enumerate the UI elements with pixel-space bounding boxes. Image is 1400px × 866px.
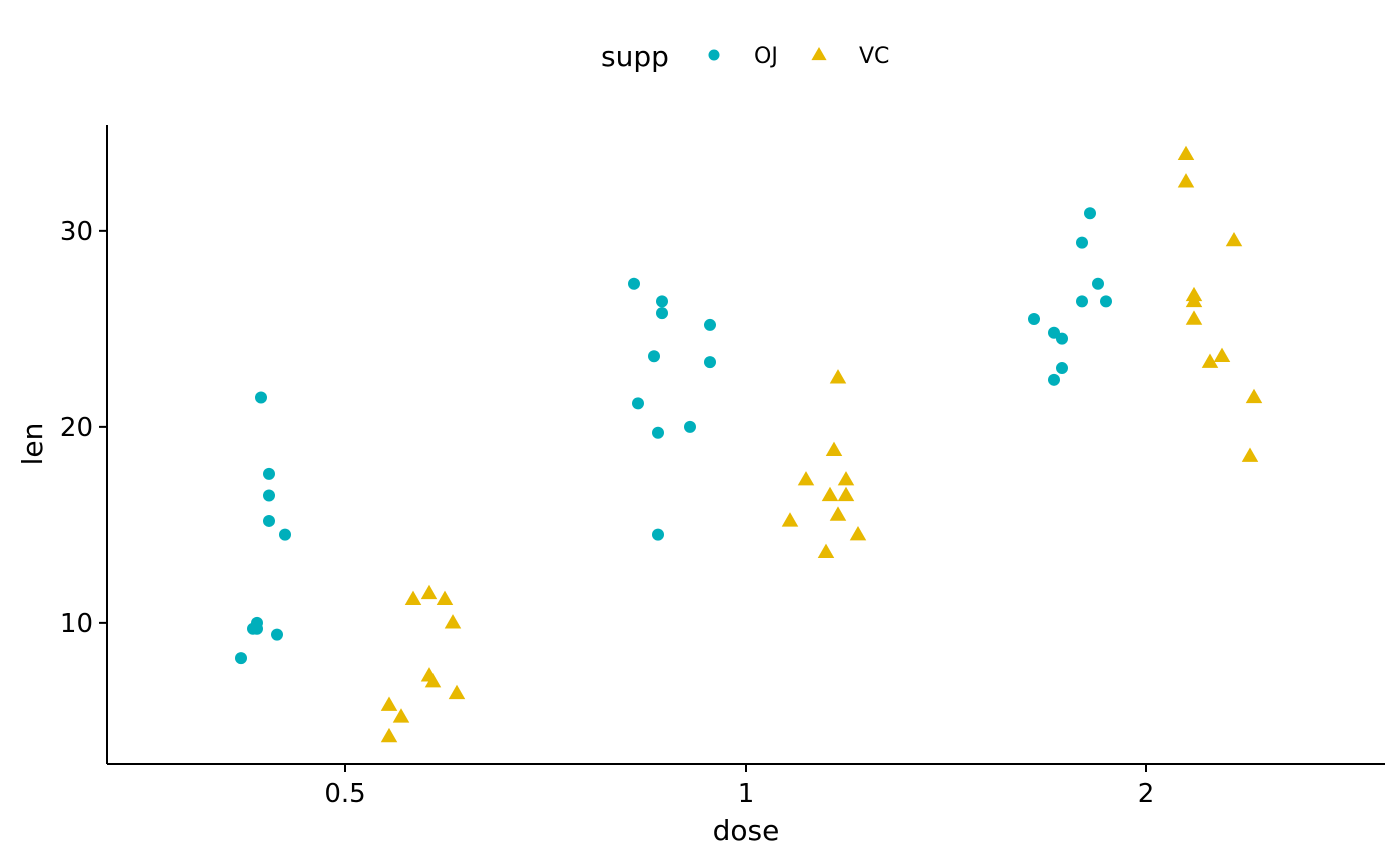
y-tick-label: 30 <box>60 217 93 247</box>
point-oj <box>628 277 640 290</box>
point-vc <box>1185 286 1203 302</box>
legend-key-vc <box>811 47 827 61</box>
x-tick-label: 1 <box>738 779 755 809</box>
data-points <box>235 145 1263 743</box>
point-oj <box>235 652 247 665</box>
point-vc <box>392 708 410 723</box>
point-vc <box>1213 347 1231 362</box>
point-oj <box>1084 207 1096 220</box>
point-vc <box>829 506 847 521</box>
point-oj <box>251 616 263 629</box>
point-vc <box>781 512 799 527</box>
point-vc <box>1225 231 1243 247</box>
point-vc <box>420 584 438 600</box>
point-vc <box>1185 310 1203 325</box>
point-oj <box>279 528 291 541</box>
point-vc <box>444 614 462 629</box>
point-vc <box>1201 353 1219 368</box>
y-ticks: 10 20 30 <box>60 217 107 639</box>
point-oj <box>652 426 664 439</box>
point-vc <box>821 486 839 502</box>
point-vc <box>817 543 835 558</box>
x-axis: 0.5 1 2 dose <box>107 763 1385 847</box>
point-oj <box>1076 236 1088 249</box>
point-vc <box>837 486 855 502</box>
point-vc <box>1241 447 1259 462</box>
point-oj <box>1092 277 1104 290</box>
legend-items: OJ VC <box>708 44 889 69</box>
y-tick-label: 20 <box>60 413 93 443</box>
point-oj <box>263 489 275 502</box>
point-oj <box>255 391 267 404</box>
point-oj <box>684 420 696 433</box>
point-vc <box>1177 173 1195 188</box>
point-oj <box>656 295 668 308</box>
legend-title: supp <box>601 40 669 73</box>
point-vc <box>436 590 454 606</box>
y-axis-title: len <box>16 423 49 466</box>
point-vc <box>380 696 398 711</box>
x-tick-label: 2 <box>1138 779 1155 809</box>
point-oj <box>1100 295 1112 308</box>
point-oj <box>704 356 716 369</box>
legend-label-vc: VC <box>859 44 889 69</box>
x-tick-label: 0.5 <box>324 779 365 809</box>
point-vc <box>797 471 815 486</box>
point-oj <box>1056 332 1068 345</box>
point-oj <box>1076 295 1088 308</box>
legend-label-oj: OJ <box>754 44 778 69</box>
legend: supp OJ VC <box>601 40 889 73</box>
point-oj <box>271 628 283 641</box>
point-oj <box>632 397 644 410</box>
point-vc <box>849 525 867 541</box>
point-vc <box>837 471 855 486</box>
legend-key-oj <box>708 49 720 61</box>
point-oj <box>652 528 664 541</box>
point-vc <box>404 590 422 606</box>
point-oj <box>648 350 660 363</box>
point-oj <box>1028 313 1040 326</box>
point-vc <box>424 672 442 688</box>
x-ticks: 0.5 1 2 <box>324 764 1154 809</box>
point-oj <box>263 467 275 480</box>
point-oj <box>1048 373 1060 386</box>
point-vc <box>1177 145 1195 161</box>
point-vc <box>448 684 466 700</box>
point-vc <box>1245 388 1263 404</box>
point-oj <box>263 514 275 527</box>
point-vc <box>829 369 847 384</box>
point-oj <box>656 307 668 320</box>
point-oj <box>704 318 716 331</box>
point-oj <box>1056 362 1068 375</box>
point-vc <box>825 441 843 457</box>
x-axis-title: dose <box>713 814 780 847</box>
y-axis: 10 20 30 len <box>16 125 108 764</box>
point-vc <box>380 727 398 743</box>
y-tick-label: 10 <box>60 609 93 639</box>
